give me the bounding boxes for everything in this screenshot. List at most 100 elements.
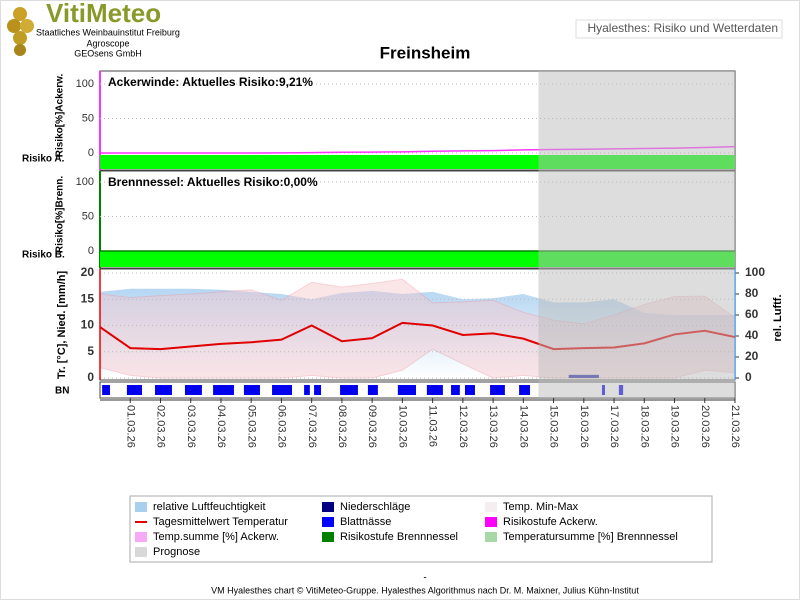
prognosis-shade (538, 71, 735, 398)
x-tick-label: 18.03.26 (638, 405, 650, 448)
y2-tick-label: 60 (745, 307, 759, 321)
leaf-wetness-bar (464, 385, 475, 395)
x-tick-label: 15.03.26 (548, 405, 560, 448)
legend-swatch (485, 517, 497, 527)
leaf-wetness-bar (314, 385, 322, 395)
leaf-wetness-bar (397, 385, 416, 395)
x-tick-label: 06.03.26 (276, 405, 288, 448)
y-tick-label: 50 (82, 210, 94, 222)
logo-grape (14, 44, 26, 56)
x-tick-label: 07.03.26 (306, 405, 318, 448)
legend-label: Blattnässe (340, 516, 391, 528)
y-axis-label: Risiko[%]Brenn. (55, 176, 66, 253)
y-tick-label: 50 (82, 112, 94, 124)
y-tick-label: 20 (81, 265, 95, 279)
logo-grape (20, 19, 34, 33)
legend-swatch (485, 532, 497, 542)
y-tick-label: 0 (87, 370, 94, 384)
leaf-wetness-bar (102, 385, 110, 395)
leaf-wetness-bar (155, 385, 172, 395)
y2-tick-label: 40 (745, 328, 759, 342)
legend-label: Temp.summe [%] Ackerw. (153, 531, 279, 543)
y2-tick-label: 0 (745, 370, 752, 384)
x-tick-label: 08.03.26 (336, 405, 348, 448)
leaf-wetness-bar (213, 385, 234, 395)
logo-grape (13, 31, 27, 45)
y-axis-label: Risiko[%]Ackerw. (55, 74, 66, 158)
y2-axis-label: rel. Luftf. (772, 294, 784, 341)
logo-grape (13, 7, 27, 21)
logo-text: VitiMeteo (46, 0, 161, 28)
x-tick-label: 03.03.26 (185, 405, 197, 448)
leaf-wetness-bar (340, 385, 358, 395)
x-tick-label: 13.03.26 (487, 405, 499, 448)
x-tick-label: 12.03.26 (457, 405, 469, 448)
legend-label: Temp. Min-Max (503, 501, 579, 513)
x-tick-label: 21.03.26 (729, 405, 741, 448)
page-title-box (575, 19, 783, 39)
x-tick-label: 09.03.26 (366, 405, 378, 448)
legend-label: Tagesmittelwert Temperatur (153, 516, 288, 528)
leaf-wetness-bar (184, 385, 202, 395)
footer-text: VM Hyalesthes chart © VitiMeteo-Gruppe. … (211, 585, 639, 595)
y-tick-label: 15 (81, 291, 95, 305)
legend-box (129, 495, 713, 563)
x-tick-label: 04.03.26 (215, 405, 227, 448)
y-tick-label: 0 (88, 245, 94, 257)
legend-swatch (135, 547, 147, 557)
x-tick-label: 17.03.26 (608, 405, 620, 448)
footer-dash: - (423, 573, 426, 584)
legend-label: Risikostufe Brennnessel (340, 531, 458, 543)
bn-label: BN (55, 386, 69, 397)
y-tick-label: 100 (76, 176, 94, 188)
x-tick-label: 05.03.26 (245, 405, 257, 448)
y-axis-label: Tr. [°C], Nied. [mm/h] (56, 271, 68, 380)
leaf-wetness-bar (272, 385, 293, 395)
leaf-wetness-bar (451, 385, 460, 395)
leaf-wetness-bar (304, 385, 310, 395)
legend-label: Risikostufe Ackerw. (503, 516, 598, 528)
legend-swatch (322, 517, 334, 527)
leaf-wetness-bar (243, 385, 260, 395)
logo-line: Staatliches Weinbauinstitut Freiburg (36, 27, 180, 37)
y2-tick-label: 20 (745, 349, 759, 363)
page-title: Hyalesthes: Risiko und Wetterdaten (587, 21, 778, 35)
leaf-wetness-bar (367, 385, 378, 395)
legend-swatch (322, 502, 334, 512)
y-tick-label: 100 (76, 78, 94, 90)
panel-annotation: Brennnessel: Aktuelles Risiko:0,00% (108, 175, 318, 189)
logo-line: GEOsens GmbH (74, 48, 142, 58)
x-tick-label: 10.03.26 (396, 405, 408, 448)
legend-label: Niederschläge (340, 501, 410, 513)
x-tick-label: 16.03.26 (578, 405, 590, 448)
leaf-wetness-bar (519, 385, 530, 395)
legend-label: relative Luftfeuchtigkeit (153, 501, 266, 513)
stage-label: Risiko B. (22, 250, 65, 261)
y-tick-label: 0 (88, 147, 94, 159)
legend-swatch (485, 502, 497, 512)
legend-swatch (322, 532, 334, 542)
chart-title: Freinsheim (380, 43, 471, 62)
x-tick-label: 02.03.26 (155, 405, 167, 448)
legend-swatch (135, 532, 147, 542)
y-tick-label: 5 (87, 344, 94, 358)
panel-annotation: Ackerwinde: Aktuelles Risiko:9,21% (108, 75, 313, 89)
leaf-wetness-bar (126, 385, 143, 395)
x-tick-label: 14.03.26 (517, 405, 529, 448)
stage-label: Risiko A. (22, 154, 65, 165)
x-tick-label: 11.03.26 (427, 405, 439, 447)
y2-tick-label: 80 (745, 286, 759, 300)
x-tick-label: 20.03.26 (699, 405, 711, 448)
legend-label: Temperatursumme [%] Brennnessel (503, 531, 678, 543)
leaf-wetness-bar (426, 385, 443, 395)
leaf-wetness-bar (490, 385, 505, 395)
logo-grape (7, 19, 21, 33)
legend-swatch (135, 502, 147, 512)
y2-tick-label: 100 (745, 265, 765, 279)
x-tick-label: 19.03.26 (669, 405, 681, 448)
legend-label: Prognose (153, 546, 200, 558)
y-tick-label: 10 (81, 318, 95, 332)
x-tick-label: 01.03.26 (124, 405, 136, 448)
